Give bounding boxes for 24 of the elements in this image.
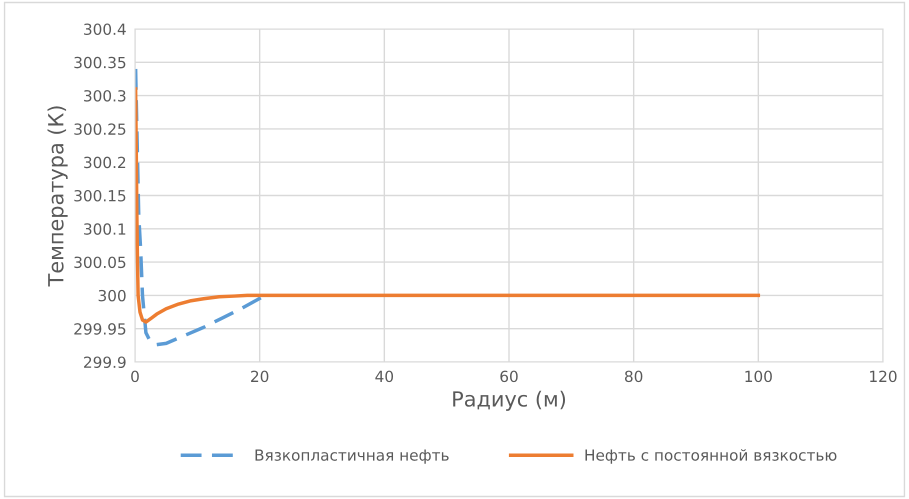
y-tick-label: 300.3	[84, 90, 126, 102]
y-tick-label: 300.1	[84, 223, 126, 235]
y-tick-label: 300.05	[74, 256, 126, 268]
y-tick-label: 299.9	[84, 356, 126, 368]
y-tick-label: 300.35	[74, 56, 126, 68]
x-tick-label: 40	[375, 370, 394, 382]
y-axis-title: Температура (К)	[48, 106, 68, 286]
x-axis-title: Радиус (м)	[453, 390, 566, 411]
y-tick-label: 300.4	[84, 23, 126, 36]
y-tick-label: 300.2	[84, 156, 126, 168]
x-tick-label: 120	[870, 370, 897, 382]
y-tick-label: 300	[98, 290, 126, 302]
x-tick-label: 80	[624, 370, 642, 382]
x-tick-label: 20	[251, 370, 268, 382]
legend-label: Нефть с постоянной вязкостью	[585, 449, 836, 464]
legend-label: Вязкопластичная нефть	[256, 449, 449, 464]
x-tick-label: 60	[500, 370, 518, 382]
x-tick-label: 100	[745, 370, 772, 382]
y-tick-label: 300.25	[74, 123, 126, 135]
x-tick-label: 0	[131, 370, 139, 382]
line-series	[135, 87, 760, 324]
y-tick-label: 299.95	[74, 323, 126, 335]
line-series	[135, 67, 264, 346]
y-tick-label: 300.15	[74, 190, 126, 202]
